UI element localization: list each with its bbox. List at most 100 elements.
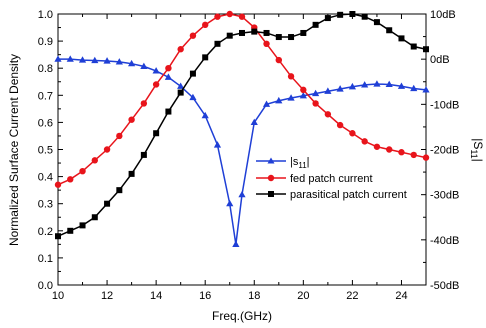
data-point (78, 56, 87, 63)
y-left-tick-label: 0.7 (38, 90, 53, 102)
data-point (410, 43, 417, 50)
data-point (189, 32, 197, 39)
x-tick-label: 16 (199, 290, 211, 302)
data-point (232, 240, 240, 247)
data-point (324, 111, 332, 118)
data-point (386, 27, 393, 34)
data-point (152, 67, 160, 74)
data-point (201, 111, 209, 119)
data-point (165, 65, 172, 72)
triangle-marker-icon (267, 157, 275, 164)
svg-text:|s11|: |s11| (290, 156, 310, 170)
data-point (422, 154, 430, 161)
data-point (202, 21, 209, 29)
data-point (239, 29, 245, 36)
data-point (140, 151, 147, 158)
data-point (410, 84, 418, 92)
y-left-tick-label: 0.9 (38, 36, 53, 48)
data-point (262, 100, 271, 107)
data-point (55, 233, 61, 240)
x-tick-label: 24 (395, 290, 407, 302)
data-point (398, 149, 405, 156)
data-point (373, 19, 380, 26)
y-left-tick-labels: 0.0 0.1 0.2 0.3 0.4 0.5 0.6 0.7 0.8 0.9 1.0 (38, 9, 53, 292)
y-right-axis-label: |S11| (469, 138, 485, 162)
data-point (251, 28, 258, 35)
data-point (79, 222, 86, 229)
data-point (226, 32, 233, 39)
data-point (299, 91, 307, 99)
data-point (177, 82, 185, 89)
data-point (288, 34, 295, 41)
data-point (410, 151, 417, 159)
x-tick-label: 22 (346, 290, 358, 302)
data-point (128, 170, 135, 177)
series-0 (54, 55, 430, 247)
data-point (361, 13, 368, 20)
y-left-tick-label: 0.2 (38, 226, 53, 238)
data-point (324, 15, 331, 22)
data-point (385, 80, 393, 88)
data-point (238, 190, 246, 198)
data-point (164, 73, 172, 80)
data-point (397, 82, 406, 89)
data-point (104, 200, 111, 207)
y-right-tick-label: -40dB (430, 235, 459, 247)
square-marker-icon (268, 191, 274, 197)
data-point (153, 130, 160, 137)
series-1 (54, 10, 430, 188)
data-point (386, 146, 393, 153)
data-point (300, 86, 307, 94)
y-right-tick-label: 10dB (430, 9, 456, 21)
data-point (300, 29, 307, 36)
data-point (103, 57, 111, 64)
data-point (66, 55, 74, 62)
x-tick-labels: 10 12 14 16 18 20 22 24 (52, 290, 408, 302)
legend-label-parasitical-patch: parasitical patch current (290, 189, 407, 201)
data-point (115, 58, 123, 65)
series-line (58, 58, 427, 245)
data-point (79, 167, 86, 175)
data-point (398, 35, 405, 42)
y-left-tick-label: 0.4 (38, 172, 53, 184)
data-point (263, 40, 270, 48)
x-tick-label: 12 (101, 290, 113, 302)
data-point (337, 11, 344, 18)
y-left-tick-label: 0.3 (38, 199, 53, 211)
data-point (226, 10, 233, 18)
y-right-tick-label: -30dB (430, 190, 459, 202)
data-point (422, 86, 430, 93)
x-axis-label: Freq.(GHz) (212, 309, 272, 323)
data-point (116, 187, 123, 194)
y-right-tick-label: -20dB (430, 145, 459, 157)
data-point (336, 85, 344, 92)
legend-label-fed-patch: fed patch current (290, 173, 373, 185)
data-point (177, 89, 184, 96)
data-point (189, 70, 196, 77)
data-point (67, 176, 74, 183)
data-point (152, 81, 160, 88)
data-point (250, 118, 258, 125)
plot-frame (57, 13, 427, 286)
data-point (361, 81, 369, 88)
data-point (140, 62, 148, 69)
y-right-tick-labels: -50dB -40dB -30dB -20dB -10dB 0dB 10dB (430, 9, 459, 292)
data-point (140, 100, 148, 107)
data-point (336, 121, 344, 129)
y-left-tick-label: 0.0 (38, 280, 53, 292)
data-point (165, 108, 172, 115)
data-point (128, 59, 136, 67)
data-point (177, 46, 184, 53)
y-left-tick-label: 0.6 (38, 117, 53, 129)
y-left-tick-label: 0.5 (38, 145, 53, 157)
data-point (312, 21, 319, 28)
data-point (423, 46, 429, 53)
legend: |s11| fed patch current parasitical patc… (256, 156, 407, 201)
axis-ticks (57, 13, 427, 286)
x-tick-label: 20 (297, 290, 309, 302)
data-point (373, 143, 381, 150)
data-point (103, 146, 111, 153)
y-left-tick-label: 0.8 (38, 63, 53, 75)
series-line (57, 13, 427, 186)
data-point (349, 130, 356, 137)
